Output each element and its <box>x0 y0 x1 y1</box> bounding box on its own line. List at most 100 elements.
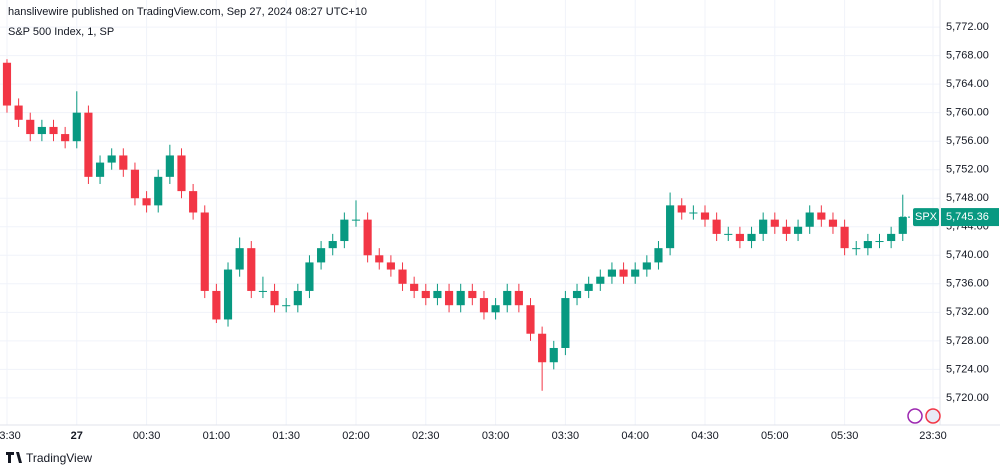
icon <box>925 408 941 424</box>
candle-body <box>619 269 628 277</box>
x-tick-label: 05:00 <box>761 430 789 442</box>
x-tick-label: 04:30 <box>691 430 719 442</box>
logo <box>6 452 22 463</box>
candle-body <box>875 241 884 243</box>
candle-body <box>654 248 663 263</box>
last-price-box <box>941 208 999 227</box>
candle-body <box>526 305 535 334</box>
icon <box>907 408 923 424</box>
y-tick-label: 5,728.00 <box>946 335 989 347</box>
candle-body <box>700 212 710 220</box>
candle-body <box>119 155 128 170</box>
candle-body <box>607 269 617 277</box>
candle-body <box>887 233 896 242</box>
y-tick-label: 5,772.00 <box>946 21 989 33</box>
last-price-label: 5,745.36 <box>946 211 989 223</box>
candle-body <box>14 105 23 120</box>
x-tick-label: 01:30 <box>272 430 300 442</box>
candle-body <box>572 290 582 299</box>
candle-body <box>444 290 454 306</box>
y-tick-label: 5,740.00 <box>946 249 989 261</box>
candle-body <box>154 176 163 206</box>
candle-body <box>503 290 512 306</box>
x-tick-label: 23:30 <box>0 430 21 442</box>
candle-body <box>49 126 58 135</box>
candle-body <box>165 155 174 177</box>
x-tick-label: 03:00 <box>482 430 510 442</box>
candle-body <box>189 191 198 213</box>
candle-body <box>817 212 826 220</box>
candle-body <box>375 255 384 263</box>
candle-body <box>37 126 46 135</box>
candle-body <box>584 283 593 291</box>
x-tick-label: 03:30 <box>552 430 580 442</box>
y-tick-label: 5,768.00 <box>946 50 989 62</box>
candle-body <box>666 205 675 249</box>
candle-body <box>107 155 116 163</box>
candle-body <box>247 248 256 291</box>
chart-title: S&P 500 Index, 1, SP <box>8 26 114 38</box>
x-tick-label: 01:00 <box>203 430 231 442</box>
candle-body <box>468 290 477 299</box>
candle-body <box>363 219 372 256</box>
candle-body <box>142 198 151 206</box>
candle-body <box>317 248 326 263</box>
x-tick-label: 04:00 <box>621 430 649 442</box>
candle-body <box>340 219 349 242</box>
y-tick-label: 5,724.00 <box>946 363 989 375</box>
candle-body <box>840 226 849 249</box>
candle-body <box>828 219 838 227</box>
candle-body <box>270 290 279 306</box>
candle-body <box>549 347 558 363</box>
candle-body <box>282 305 291 307</box>
candle-body <box>479 298 489 313</box>
y-tick-label: 5,752.00 <box>946 164 989 176</box>
y-tick-label: 5,720.00 <box>946 392 989 404</box>
candle-body <box>177 155 186 192</box>
candle-body <box>235 248 244 270</box>
candle-body <box>770 219 779 227</box>
candle-body <box>26 119 35 135</box>
candle-body <box>898 217 907 234</box>
candle-body <box>538 333 547 363</box>
candle-body <box>747 233 756 242</box>
footer: TradingView <box>26 451 92 465</box>
candle-body <box>293 290 302 306</box>
candle-body <box>305 262 314 291</box>
candle-body <box>561 298 570 348</box>
y-tick-label: 5,736.00 <box>946 278 989 290</box>
grid <box>0 0 940 425</box>
candle-body <box>223 269 233 320</box>
y-tick-label: 5,756.00 <box>946 135 989 147</box>
candle-body <box>805 212 814 227</box>
y-tick-label: 5,748.00 <box>946 192 989 204</box>
candle-body <box>351 219 361 221</box>
candle-body <box>793 226 803 234</box>
candle-body <box>782 226 791 234</box>
candle-body <box>200 212 209 291</box>
candle-body <box>433 290 442 299</box>
x-tick-label: 23:30 <box>919 430 947 442</box>
candle-body <box>328 241 337 249</box>
candle-body <box>386 262 395 270</box>
candle-body <box>95 162 105 177</box>
candle-body <box>258 290 267 292</box>
candle-body <box>689 212 698 214</box>
candle-body <box>491 305 500 313</box>
candle-body <box>759 219 768 234</box>
candle-body <box>84 112 93 177</box>
candle-body <box>61 134 70 142</box>
candle-body <box>642 262 651 270</box>
x-tick-label: 00:30 <box>133 430 161 442</box>
header: hanslivewire published on TradingView.co… <box>8 6 367 18</box>
x-tick-label: 05:30 <box>831 430 859 442</box>
labels: 5,720.00 5,724.00 5,728.00 5,732.00 5,736.00… <box>0 21 999 442</box>
candle-body <box>735 233 744 242</box>
candle-body <box>421 290 430 299</box>
last-price-name-box <box>913 208 939 227</box>
last-price-name: SPX <box>915 211 938 223</box>
candle-body <box>677 205 686 213</box>
y-tick-label: 5,764.00 <box>946 78 989 90</box>
candle-body <box>2 62 12 106</box>
